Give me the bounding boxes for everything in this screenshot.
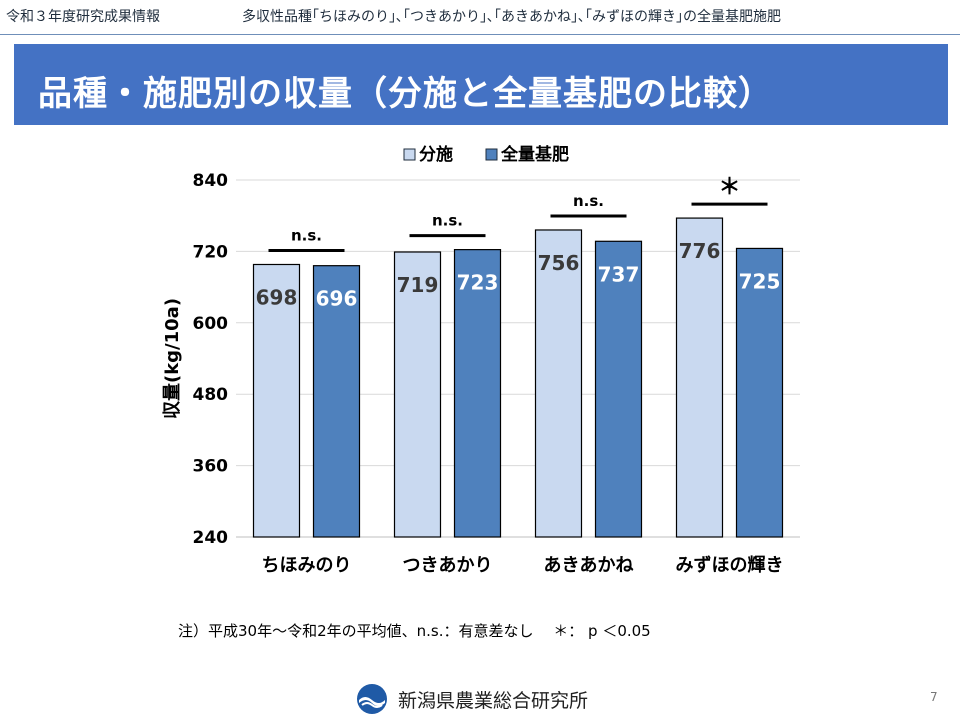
bar-value-label: 698 [256, 285, 298, 309]
bar [312, 265, 361, 538]
y-axis-label: 収量(kg/10a) [161, 298, 183, 419]
title-band: 品種・施肥別の収量（分施と全量基肥の比較） [14, 44, 948, 125]
bar [735, 247, 784, 538]
institute-name: 新潟県農業総合研究所 [398, 690, 589, 712]
bar-value-label: 776 [679, 239, 721, 263]
bar [534, 229, 583, 538]
report-label: 令和３年度研究成果情報 [6, 9, 160, 25]
significance-label: ＊ [718, 175, 740, 200]
x-category-label: あきあかね [544, 555, 634, 576]
bar-value-label: 719 [397, 273, 439, 297]
bar [453, 249, 502, 538]
report-topic: 多収性品種｢ちほみのり｣､｢つきあかり｣､｢あきあかね｣､｢みずほの輝き｣の全量… [242, 9, 781, 25]
slide-title: 品種・施肥別の収量（分施と全量基肥の比較） [38, 74, 773, 114]
bar-value-label: 723 [457, 271, 499, 295]
bar-value-label: 756 [538, 251, 580, 275]
bar-value-label: 725 [739, 269, 781, 293]
legend-swatch [485, 148, 498, 161]
bar [675, 217, 724, 538]
bar-value-label: 696 [316, 287, 358, 311]
y-tick-label: 360 [193, 457, 229, 477]
footnote: 注）平成30年～令和2年の平均値、n.s.：有意差なし ＊： p ＜0.05 [178, 622, 651, 640]
y-tick-label: 840 [193, 171, 229, 191]
page-number: 7 [930, 690, 938, 704]
legend-label: 分施 [419, 144, 453, 165]
legend-label: 全量基肥 [500, 144, 569, 165]
header-bar: 令和３年度研究成果情報 多収性品種｢ちほみのり｣､｢つきあかり｣､｢あきあかね｣… [0, 0, 960, 35]
bar [393, 251, 442, 538]
y-tick-label: 720 [193, 242, 229, 262]
x-category-label: つきあかり [403, 555, 493, 576]
bar [252, 263, 301, 538]
y-tick-label: 480 [193, 385, 229, 405]
significance-label: n.s. [573, 192, 604, 210]
bar-value-label: 737 [598, 262, 640, 286]
y-tick-label: 240 [193, 528, 229, 548]
institute-logo-icon [357, 684, 387, 714]
legend-swatch [403, 148, 416, 161]
bar [594, 240, 643, 538]
x-category-label: みずほの輝き [676, 555, 784, 576]
significance-label: n.s. [432, 212, 463, 230]
y-tick-label: 600 [193, 314, 229, 334]
x-category-label: ちほみのり [262, 555, 352, 576]
significance-label: n.s. [291, 226, 322, 244]
